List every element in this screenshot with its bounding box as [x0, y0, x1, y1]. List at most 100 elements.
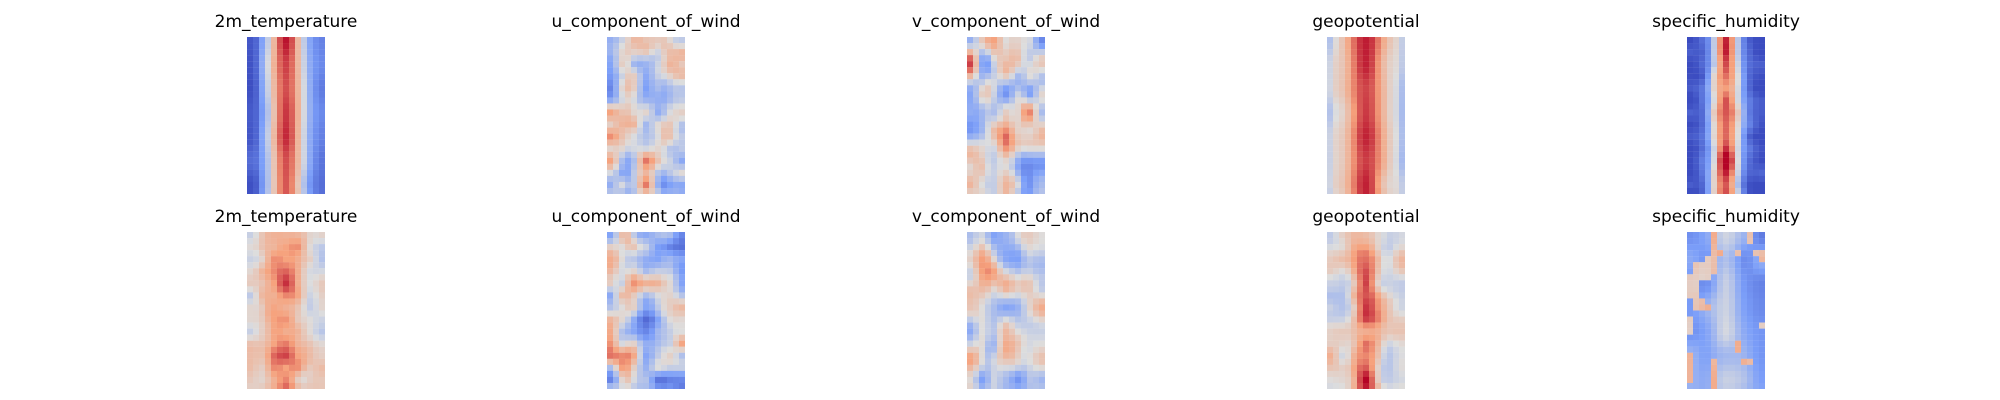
- heatmap-cell: [1705, 298, 1712, 305]
- heatmap-cell: [655, 238, 662, 245]
- heatmap-cell: [1387, 175, 1394, 183]
- heatmap-cell: [679, 334, 685, 341]
- heatmap-cell: [1717, 97, 1724, 104]
- heatmap-cell: [1357, 67, 1364, 74]
- heatmap-cell: [259, 346, 266, 353]
- heatmap-cell: [997, 238, 1004, 245]
- heatmap-cell: [979, 91, 986, 98]
- heatmap-cell: [289, 151, 296, 158]
- heatmap-cell: [1027, 364, 1034, 372]
- heatmap-cell: [649, 139, 656, 146]
- heatmap-cell: [643, 43, 650, 50]
- heatmap-cell: [631, 340, 638, 347]
- heatmap-cell: [1369, 43, 1376, 50]
- heatmap-cell: [1723, 187, 1730, 194]
- panel-title: geopotential: [1312, 207, 1420, 227]
- heatmap-cell: [1393, 256, 1400, 263]
- heatmap-cell: [289, 340, 296, 347]
- heatmap-cell: [259, 292, 266, 299]
- heatmap-cell: [1717, 280, 1724, 287]
- heatmap-cell: [265, 328, 272, 335]
- heatmap-cell: [1399, 145, 1405, 152]
- heatmap-cell: [1699, 286, 1706, 293]
- heatmap-cell: [1021, 364, 1028, 372]
- heatmap-cell: [1363, 250, 1370, 257]
- heatmap-cell: [1759, 49, 1765, 56]
- heatmap-cell: [619, 73, 626, 80]
- heatmap-cell: [1327, 238, 1334, 245]
- heatmap-cell: [613, 310, 620, 317]
- heatmap-cell: [1375, 352, 1382, 359]
- heatmap-cell: [625, 298, 632, 305]
- heatmap-cell: [643, 127, 650, 134]
- heatmap-cell: [637, 382, 644, 389]
- heatmap-cell: [673, 280, 680, 287]
- heatmap-cell: [265, 73, 272, 80]
- heatmap-cell: [637, 55, 644, 62]
- heatmap-cell: [673, 109, 680, 116]
- heatmap-cell: [991, 79, 998, 86]
- heatmap-cell: [1009, 139, 1016, 146]
- heatmap-cell: [1351, 55, 1358, 62]
- heatmap-cell: [679, 352, 685, 359]
- heatmap-cell: [1357, 382, 1364, 389]
- heatmap-cell: [649, 91, 656, 98]
- heatmap-cell: [1351, 37, 1358, 44]
- heatmap-cell: [673, 49, 680, 56]
- heatmap-cell: [253, 43, 260, 50]
- heatmap-cell: [1705, 163, 1712, 170]
- heatmap-cell: [1009, 334, 1016, 341]
- heatmap-cell: [1687, 322, 1694, 329]
- heatmap-cell: [1711, 352, 1718, 359]
- heatmap-cell: [643, 61, 650, 68]
- heatmap-cell: [1351, 334, 1358, 341]
- heatmap-cell: [1393, 328, 1400, 335]
- heatmap-cell: [1387, 382, 1394, 389]
- heatmap-cell: [973, 340, 980, 347]
- heatmap-cell: [973, 298, 980, 305]
- heatmap-cell: [643, 262, 650, 269]
- heatmap-cell: [1705, 61, 1712, 68]
- heatmap-cell: [1717, 79, 1724, 86]
- heatmap-cell: [613, 121, 620, 128]
- heatmap-cell: [1351, 175, 1358, 183]
- heatmap-cell: [1723, 37, 1730, 44]
- heatmap-cell: [1735, 109, 1742, 116]
- heatmap-cell: [1351, 370, 1358, 378]
- heatmap-cell: [1729, 316, 1736, 323]
- heatmap-cell: [1741, 145, 1748, 152]
- heatmap-cell: [247, 169, 254, 177]
- heatmap-cell: [997, 304, 1004, 311]
- heatmap-cell: [673, 244, 680, 251]
- heatmap-cell: [1387, 238, 1394, 245]
- heatmap-cell: [1345, 79, 1352, 86]
- heatmap-cell: [271, 286, 278, 293]
- heatmap-cell: [1735, 256, 1742, 263]
- heatmap-cell: [247, 79, 254, 86]
- heatmap-cell: [1717, 238, 1724, 245]
- heatmap-cell: [295, 145, 302, 152]
- heatmap-cell: [973, 85, 980, 92]
- heatmap-cell: [979, 334, 986, 341]
- heatmap-cell: [1345, 115, 1352, 122]
- heatmap-cell: [1333, 250, 1340, 257]
- heatmap-cell: [991, 280, 998, 287]
- heatmap-cell: [649, 256, 656, 263]
- heatmap-cell: [247, 364, 254, 372]
- heatmap-cell: [991, 109, 998, 116]
- heatmap-cell: [1327, 250, 1334, 257]
- heatmap-cell: [1399, 157, 1405, 164]
- heatmap-cell: [301, 310, 308, 317]
- heatmap-cell: [991, 322, 998, 329]
- heatmap-cell: [619, 151, 626, 158]
- heatmap-cell: [1741, 121, 1748, 128]
- heatmap-cell: [1351, 145, 1358, 152]
- heatmap-cell: [265, 85, 272, 92]
- heatmap-cell: [289, 364, 296, 372]
- heatmap-cell: [619, 61, 626, 68]
- heatmap-cell: [1369, 304, 1376, 311]
- heatmap-cell: [649, 238, 656, 245]
- heatmap-cell: [1003, 250, 1010, 257]
- heatmap-cell: [1333, 322, 1340, 329]
- heatmap-cell: [631, 79, 638, 86]
